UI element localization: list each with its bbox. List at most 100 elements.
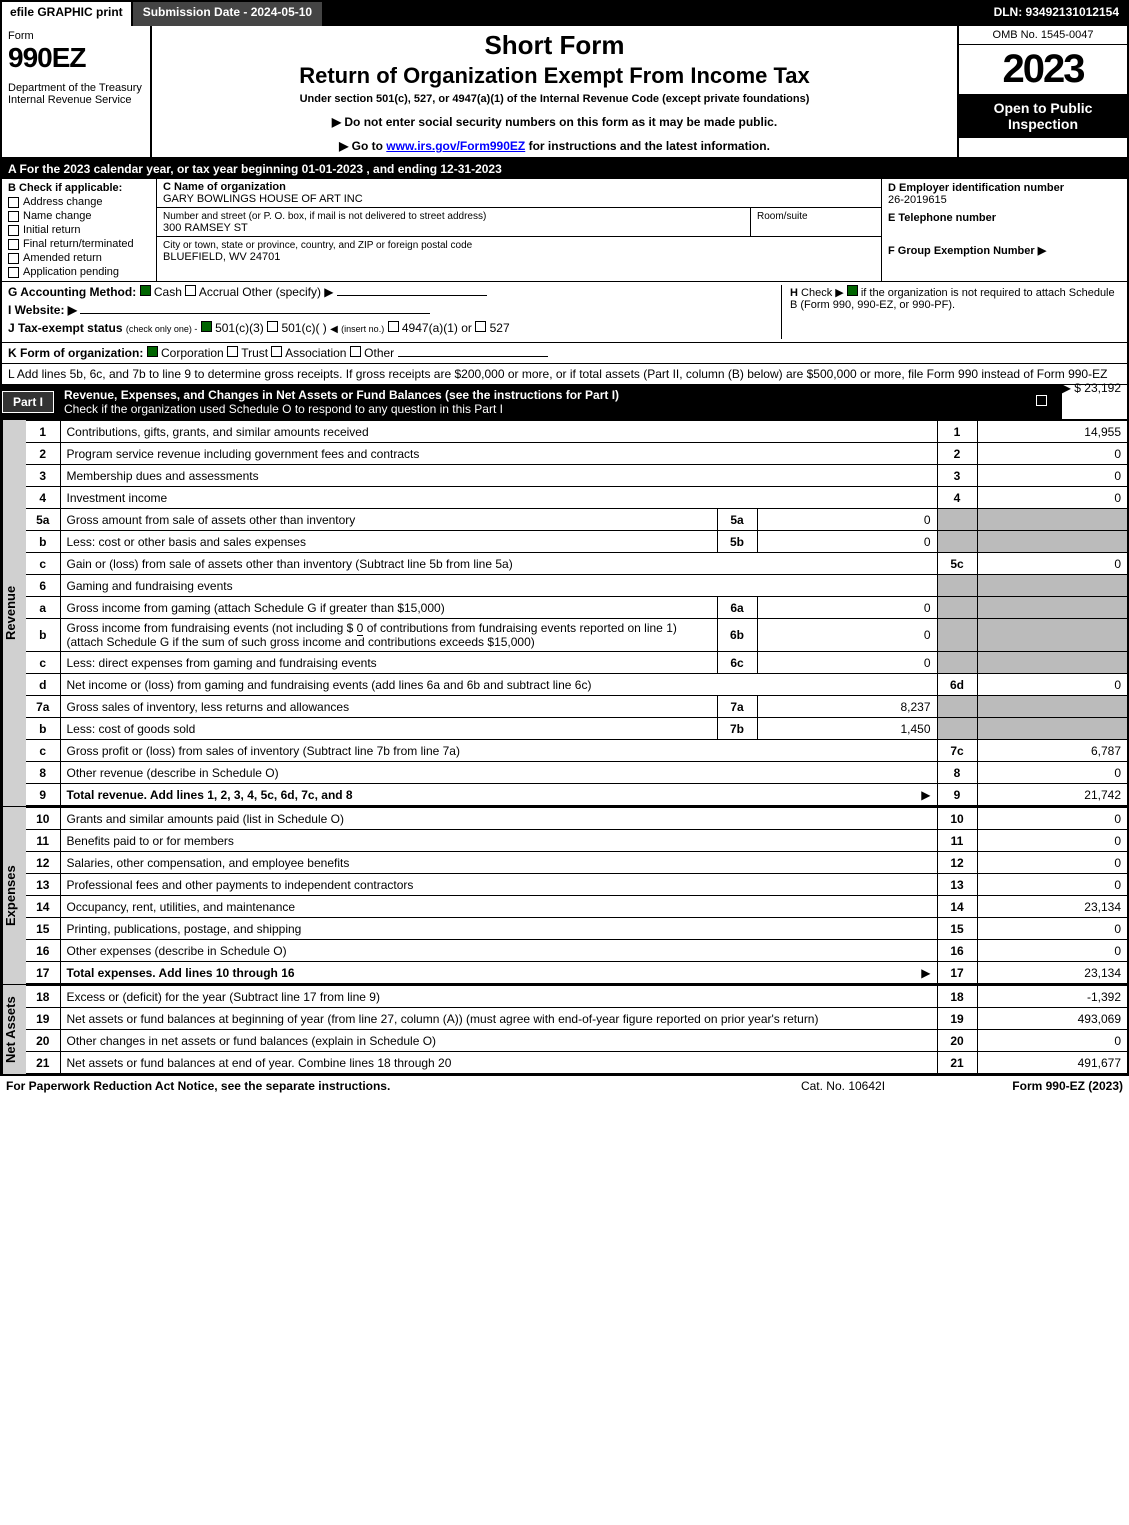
i-label: I Website: ▶	[8, 303, 77, 317]
line-num: 17	[26, 962, 60, 984]
line-rn: 20	[937, 1030, 977, 1052]
line-desc: Grants and similar amounts paid (list in…	[60, 808, 937, 830]
addr-label: Number and street (or P. O. box, if mail…	[163, 211, 486, 222]
chk-assoc-icon[interactable]	[271, 346, 282, 357]
line-desc: Gross sales of inventory, less returns a…	[60, 696, 717, 718]
line-21: 21Net assets or fund balances at end of …	[26, 1052, 1127, 1074]
dept-treasury: Department of the Treasury Internal Reve…	[8, 82, 144, 106]
chk-label-4: Amended return	[23, 252, 102, 264]
line-num: b	[26, 531, 60, 553]
chk-name-change[interactable]: Name change	[8, 210, 150, 222]
chk-501c3-icon[interactable]	[201, 321, 212, 332]
netassets-side-label: Net Assets	[2, 985, 26, 1074]
chk-h-icon[interactable]	[847, 285, 858, 296]
line-desc: Excess or (deficit) for the year (Subtra…	[60, 986, 937, 1008]
tax-year: 2023	[959, 45, 1127, 94]
expenses-section: Expenses 10Grants and similar amounts pa…	[2, 806, 1127, 984]
efile-print-button[interactable]: efile GRAPHIC print	[2, 2, 133, 26]
chk-application-pending[interactable]: Application pending	[8, 266, 150, 278]
section-ghij: G Accounting Method: Cash Accrual Other …	[2, 282, 1127, 343]
netassets-section: Net Assets 18Excess or (deficit) for the…	[2, 984, 1127, 1074]
subtitle: Under section 501(c), 527, or 4947(a)(1)…	[162, 93, 947, 105]
line-val: 0	[977, 553, 1127, 575]
line-5c: cGain or (loss) from sale of assets othe…	[26, 553, 1127, 575]
chk-501c-icon[interactable]	[267, 321, 278, 332]
part1-title-text: Revenue, Expenses, and Changes in Net As…	[64, 388, 619, 402]
line-val: 0	[977, 940, 1127, 962]
part1-checkbox[interactable]	[1022, 395, 1062, 409]
j2-label: 501(c)( )	[281, 321, 326, 335]
chk-label-2: Initial return	[23, 224, 80, 236]
dln: DLN: 93492131012154	[324, 2, 1127, 26]
chk-corp-icon[interactable]	[147, 346, 158, 357]
k-label: K Form of organization:	[8, 346, 143, 360]
line-rn: 3	[937, 465, 977, 487]
line-rn: 21	[937, 1052, 977, 1074]
j4-label: 527	[490, 321, 510, 335]
checkbox-cash-icon[interactable]	[140, 285, 151, 296]
chk-trust-icon[interactable]	[227, 346, 238, 357]
line-num: 16	[26, 940, 60, 962]
form-number: 990EZ	[8, 42, 144, 74]
shade-cell	[977, 619, 1127, 652]
line-val: 6,787	[977, 740, 1127, 762]
instr-website: ▶ Go to www.irs.gov/Form990EZ for instru…	[162, 139, 947, 153]
topbar: efile GRAPHIC print Submission Date - 20…	[2, 2, 1127, 26]
page-footer: For Paperwork Reduction Act Notice, see …	[0, 1076, 1129, 1096]
line-num: b	[26, 619, 60, 652]
omb-number: OMB No. 1545-0047	[959, 26, 1127, 45]
open-inspection: Open to Public Inspection	[959, 94, 1127, 138]
chk-label-0: Address change	[23, 196, 103, 208]
checkbox-icon	[1036, 395, 1047, 406]
line-desc: Program service revenue including govern…	[60, 443, 937, 465]
shade-cell	[937, 509, 977, 531]
line-desc: Gross amount from sale of assets other t…	[60, 509, 717, 531]
website-line	[80, 313, 430, 314]
chk-amended-return[interactable]: Amended return	[8, 252, 150, 264]
mid-num: 7a	[717, 696, 757, 718]
line-6d: dNet income or (loss) from gaming and fu…	[26, 674, 1127, 696]
line-num: d	[26, 674, 60, 696]
checkbox-icon	[8, 239, 19, 250]
form-header: Form 990EZ Department of the Treasury In…	[2, 26, 1127, 159]
chk-initial-return[interactable]: Initial return	[8, 224, 150, 236]
line-rn: 18	[937, 986, 977, 1008]
line-17-desc: Total expenses. Add lines 10 through 16 …	[60, 962, 937, 984]
line-2: 2Program service revenue including gover…	[26, 443, 1127, 465]
chk-527-icon[interactable]	[475, 321, 486, 332]
line-num: 1	[26, 421, 60, 443]
line-num: 9	[26, 784, 60, 806]
chk-final-return[interactable]: Final return/terminated	[8, 238, 150, 250]
instr-ssn: ▶ Do not enter social security numbers o…	[162, 115, 947, 129]
line-16: 16Other expenses (describe in Schedule O…	[26, 940, 1127, 962]
short-form-title: Short Form	[162, 30, 947, 61]
ghij-left: G Accounting Method: Cash Accrual Other …	[8, 285, 781, 339]
chk-other-org-icon[interactable]	[350, 346, 361, 357]
mid-num: 6a	[717, 597, 757, 619]
checkbox-accrual-icon[interactable]	[185, 285, 196, 296]
line-num: 10	[26, 808, 60, 830]
line-9-text: Total revenue. Add lines 1, 2, 3, 4, 5c,…	[67, 788, 353, 802]
cash-label: Cash	[154, 285, 182, 299]
line-6b: bGross income from fundraising events (n…	[26, 619, 1127, 652]
irs-link[interactable]: www.irs.gov/Form990EZ	[386, 139, 525, 153]
line-3: 3Membership dues and assessments30	[26, 465, 1127, 487]
chk-4947-icon[interactable]	[388, 321, 399, 332]
line-rn: 2	[937, 443, 977, 465]
addr-value: 300 RAMSEY ST	[163, 222, 248, 234]
header-right: OMB No. 1545-0047 2023 Open to Public In…	[957, 26, 1127, 157]
shade-cell	[937, 718, 977, 740]
h-check-text: Check ▶	[801, 287, 844, 299]
line-8: 8Other revenue (describe in Schedule O)8…	[26, 762, 1127, 784]
h-label: H	[790, 287, 798, 299]
ein-value: 26-2019615	[888, 194, 1121, 206]
shade-cell	[937, 652, 977, 674]
line-desc: Gross income from gaming (attach Schedul…	[60, 597, 717, 619]
section-bcdef: B Check if applicable: Address change Na…	[2, 179, 1127, 282]
shade-cell	[977, 575, 1127, 597]
shade-cell	[937, 696, 977, 718]
checkbox-icon	[8, 253, 19, 264]
line-rn: 17	[937, 962, 977, 984]
mid-val: 0	[757, 509, 937, 531]
chk-address-change[interactable]: Address change	[8, 196, 150, 208]
